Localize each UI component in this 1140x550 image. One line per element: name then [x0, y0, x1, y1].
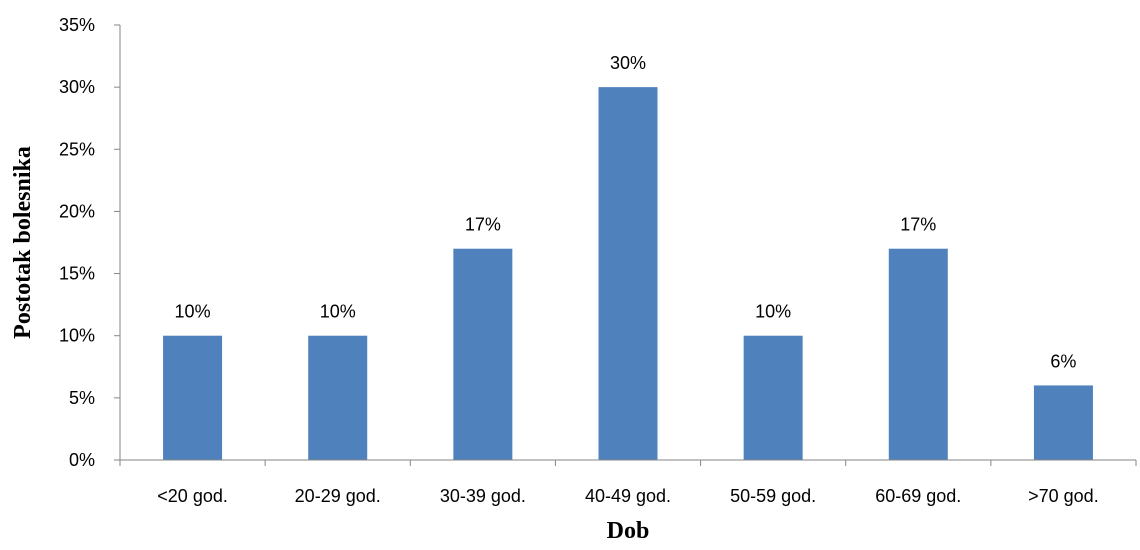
y-tick-label: 20%	[59, 201, 95, 221]
y-axis-title: Postotak bolesnika	[10, 146, 36, 339]
x-axis-title: Dob	[607, 518, 650, 544]
x-tick-label: 60-69 god.	[875, 486, 961, 506]
bar	[743, 335, 803, 460]
x-tick-label: 30-39 god.	[440, 486, 526, 506]
bar	[163, 335, 223, 460]
bar	[888, 248, 948, 460]
x-axis-tick-labels: <20 god. 20-29 god. 30-39 god. 40-49 god. 50…	[157, 486, 1098, 506]
bar-value-label: 30%	[610, 53, 646, 73]
y-tick-label: 35%	[59, 15, 95, 35]
bar	[598, 87, 658, 461]
x-tick-label: 20-29 god.	[295, 486, 381, 506]
bar-value-label: 6%	[1050, 351, 1076, 371]
bar-value-label: 17%	[465, 215, 501, 235]
x-tick-label: 50-59 god.	[730, 486, 816, 506]
bar-value-label: 17%	[900, 215, 936, 235]
bars	[163, 87, 1093, 461]
bar	[1033, 385, 1093, 460]
x-tick-label: <20 god.	[157, 486, 228, 506]
y-tick-label: 25%	[59, 139, 95, 159]
y-axis-ticks: 0% 5% 10% 15% 20% 25% 30% 35%	[59, 15, 1137, 470]
y-tick-label: 5%	[69, 388, 95, 408]
bar	[453, 248, 513, 460]
y-tick-label: 0%	[69, 450, 95, 470]
y-tick-label: 15%	[59, 264, 95, 284]
bar-value-label: 10%	[755, 302, 791, 322]
y-tick-label: 30%	[59, 77, 95, 97]
bar	[308, 335, 368, 460]
x-tick-label: 40-49 god.	[585, 486, 671, 506]
x-tick-label: >70 god.	[1028, 486, 1099, 506]
data-labels: 10% 10% 17% 30% 10% 17% 6%	[175, 53, 1077, 371]
bar-value-label: 10%	[320, 302, 356, 322]
y-tick-label: 10%	[59, 326, 95, 346]
bar-value-label: 10%	[175, 302, 211, 322]
